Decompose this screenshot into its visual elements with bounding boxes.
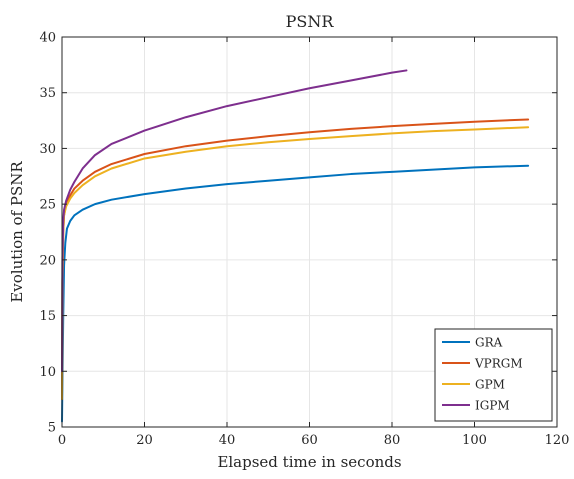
legend-label: GRA xyxy=(475,336,503,350)
axes: 0 20 40 60 80 100 120 5 10 15 20 25 30 35 40 xyxy=(39,31,569,449)
series-line-igpm xyxy=(61,69,408,373)
series-line-gra xyxy=(61,164,530,423)
x-tick-label: 40 xyxy=(219,433,236,448)
x-tick-label: 0 xyxy=(58,433,66,448)
y-tick-label: 25 xyxy=(39,198,56,213)
x-tick-label: 100 xyxy=(462,433,487,448)
legend: GRA VPRGM GPM IGPM xyxy=(434,328,553,422)
x-tick-label: 20 xyxy=(136,433,153,448)
series-layer xyxy=(61,69,530,423)
y-tick-label: 15 xyxy=(39,309,56,324)
y-tick-label: 5 xyxy=(48,421,56,436)
y-tick-label: 35 xyxy=(39,86,56,101)
y-axis-label: Evolution of PSNR xyxy=(8,161,26,303)
y-tick-label: 10 xyxy=(39,365,56,380)
y-tick-label: 30 xyxy=(39,142,56,157)
legend-label: VPRGM xyxy=(474,357,523,371)
y-tick-label: 40 xyxy=(39,31,56,46)
x-tick-label: 80 xyxy=(384,433,401,448)
legend-label: GPM xyxy=(475,378,505,392)
legend-label: IGPM xyxy=(475,399,510,413)
y-tick-label: 20 xyxy=(39,253,56,268)
chart-title: PSNR xyxy=(286,12,335,31)
x-tick-label: 120 xyxy=(545,433,570,448)
x-axis-label: Elapsed time in seconds xyxy=(217,453,401,471)
x-tick-label: 60 xyxy=(301,433,318,448)
